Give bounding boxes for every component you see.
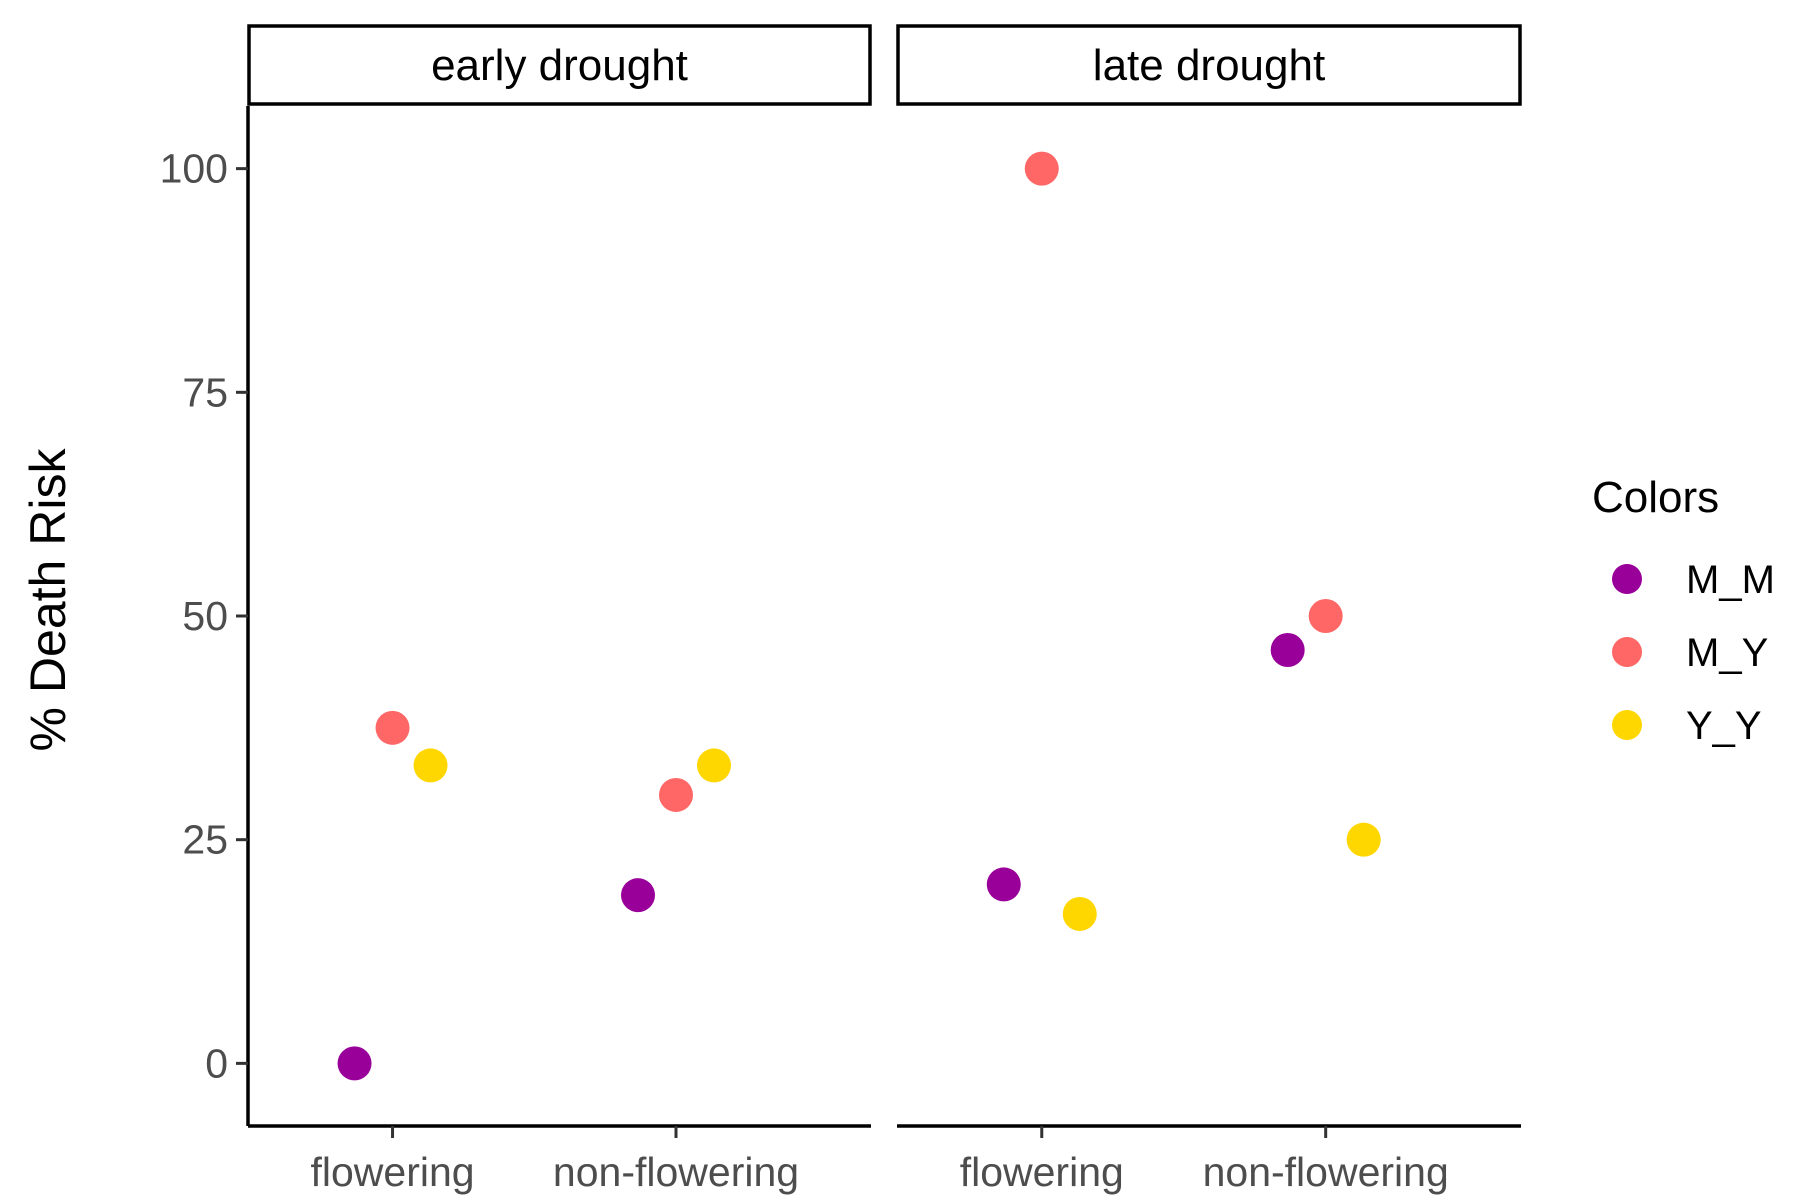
- legend-key-M_M: [1612, 564, 1642, 594]
- point-M_Y: [1024, 151, 1059, 186]
- point-M_Y: [659, 777, 694, 812]
- x-tick-label: non-flowering: [553, 1149, 799, 1195]
- y-tick-label: 0: [205, 1040, 228, 1086]
- legend-title: Colors: [1592, 473, 1719, 522]
- x-tick-label: flowering: [960, 1149, 1124, 1195]
- point-Y_Y: [697, 748, 732, 783]
- x-tick-label: non-flowering: [1203, 1149, 1449, 1195]
- point-M_M: [986, 867, 1021, 902]
- y-tick-label: 100: [160, 146, 228, 192]
- strip-label: late drought: [1093, 41, 1325, 90]
- y-tick-label: 25: [182, 817, 228, 863]
- panel-early-drought: early drought flowering non-flowering: [247, 24, 872, 1195]
- point-M_M: [1270, 633, 1305, 667]
- point-Y_Y: [1346, 822, 1381, 857]
- legend-key-Y_Y: [1612, 710, 1642, 740]
- point-Y_Y: [1062, 896, 1097, 931]
- point-M_Y: [375, 710, 410, 745]
- strip-box: [896, 24, 1522, 106]
- legend-label: M_M: [1686, 558, 1775, 602]
- strip-box: [247, 24, 872, 106]
- point-Y_Y: [413, 748, 448, 783]
- y-tick-label: 75: [182, 369, 228, 415]
- y-axis: 0 25 50 75 100: [160, 106, 250, 1126]
- strip-label: early drought: [431, 41, 688, 90]
- legend-label: Y_Y: [1686, 704, 1762, 748]
- legend-label: M_Y: [1686, 631, 1768, 675]
- point-M_M: [621, 878, 656, 913]
- point-M_M: [337, 1046, 372, 1081]
- legend-key-M_Y: [1612, 637, 1642, 667]
- x-tick-label: flowering: [310, 1149, 474, 1195]
- legend: Colors M_M M_Y Y_Y: [1592, 473, 1775, 748]
- panel-late-drought: late drought flowering non-flowering: [896, 24, 1522, 1195]
- point-M_Y: [1308, 599, 1343, 633]
- y-axis-title: % Death Risk: [20, 448, 76, 752]
- y-tick-label: 50: [182, 593, 228, 639]
